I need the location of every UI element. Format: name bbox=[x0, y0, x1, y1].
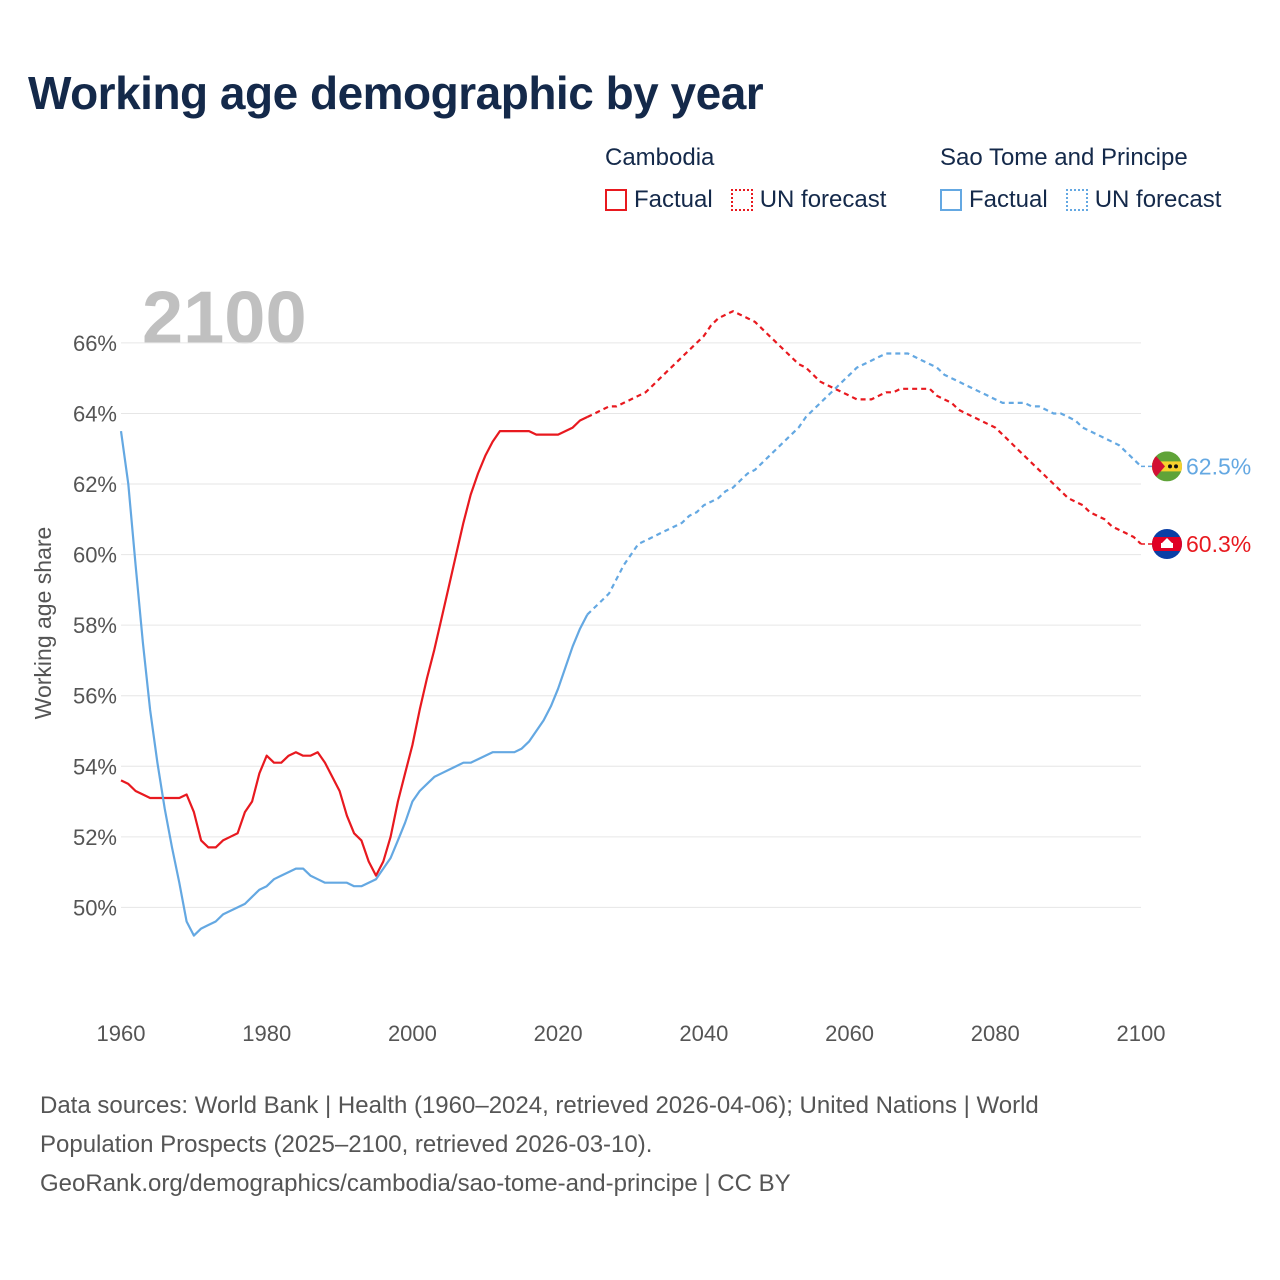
x-tick-label: 2040 bbox=[679, 1021, 728, 1046]
cambodia-flag-icon bbox=[1152, 529, 1182, 560]
y-tick-label: 62% bbox=[73, 472, 117, 497]
legend-swatch-stp-forecast bbox=[1065, 189, 1088, 211]
legend-swatch-cambodia-forecast bbox=[730, 189, 753, 211]
legend-cambodia-forecast-label: UN forecast bbox=[759, 186, 887, 213]
y-axis-title: Working age share bbox=[30, 527, 56, 720]
legend-stp-forecast-label: UN forecast bbox=[1094, 186, 1222, 213]
y-tick-label: 52% bbox=[73, 825, 117, 850]
sao-tome-flag-icon bbox=[1152, 451, 1182, 482]
series-line-forecast-cambodia bbox=[586, 310, 1142, 545]
legend-cambodia-factual-label: Factual bbox=[634, 186, 713, 213]
legend-stp: Sao Tome and Principe Factual UN forecas… bbox=[940, 144, 1239, 214]
footer-line-3[interactable]: GeoRank.org/demographics/cambodia/sao-to… bbox=[40, 1170, 791, 1197]
chart-title: Working age demographic by year bbox=[28, 67, 764, 119]
end-value-label-cambodia: 60.3% bbox=[1186, 531, 1251, 557]
y-tick-label: 54% bbox=[73, 754, 117, 779]
legend-cambodia-factual[interactable]: Factual bbox=[605, 186, 713, 214]
legend-stp-factual-label: Factual bbox=[969, 186, 1048, 213]
y-tick-label: 50% bbox=[73, 895, 117, 920]
footer-line-1: Data sources: World Bank | Health (1960–… bbox=[40, 1092, 1039, 1119]
x-tick-label: 2080 bbox=[971, 1021, 1020, 1046]
legend-stp-name: Sao Tome and Principe bbox=[940, 144, 1188, 171]
x-tick-label: 2000 bbox=[388, 1021, 437, 1046]
legend-cambodia-name: Cambodia bbox=[605, 144, 715, 171]
series-line-factual-cambodia bbox=[120, 416, 588, 877]
x-tick-label: 2100 bbox=[1117, 1021, 1166, 1046]
footer-line-2: Population Prospects (2025–2100, retriev… bbox=[40, 1131, 653, 1158]
end-value-label-stp: 62.5% bbox=[1186, 453, 1251, 479]
y-tick-label: 64% bbox=[73, 401, 117, 426]
y-tick-label: 60% bbox=[73, 543, 117, 568]
legend-cambodia-forecast[interactable]: UN forecast bbox=[730, 186, 887, 214]
legend-cambodia: Cambodia Factual UN forecast bbox=[605, 144, 904, 214]
x-tick-label: 1960 bbox=[97, 1021, 146, 1046]
x-tick-label: 1980 bbox=[242, 1021, 291, 1046]
series-line-factual-stp bbox=[119, 430, 589, 937]
y-tick-label: 66% bbox=[73, 331, 117, 356]
footer-sources: Data sources: World Bank | Health (1960–… bbox=[40, 1086, 1240, 1203]
legend-swatch-stp-factual bbox=[940, 189, 962, 211]
x-tick-label: 2060 bbox=[825, 1021, 874, 1046]
legend-stp-forecast[interactable]: UN forecast bbox=[1065, 186, 1222, 214]
y-tick-label: 56% bbox=[73, 684, 117, 709]
x-tick-label: 2020 bbox=[534, 1021, 583, 1046]
year-watermark: 2100 bbox=[142, 276, 307, 359]
series-line-forecast-stp bbox=[586, 352, 1142, 616]
legend-swatch-cambodia-factual bbox=[605, 189, 627, 211]
y-tick-label: 58% bbox=[73, 613, 117, 638]
legend-stp-factual[interactable]: Factual bbox=[940, 186, 1048, 214]
